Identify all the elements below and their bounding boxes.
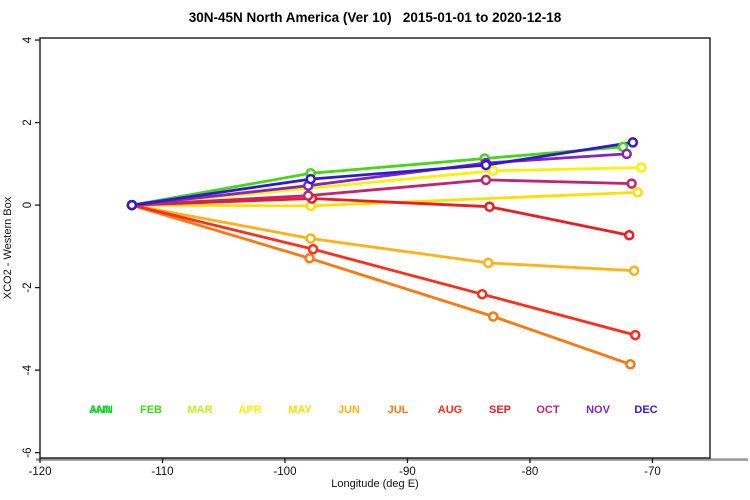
data-point-APR — [636, 162, 647, 173]
data-point-JUN — [628, 265, 640, 276]
data-point-DEC — [305, 173, 316, 185]
data-point-AUG — [476, 288, 488, 300]
series-line-JUL — [130, 203, 632, 366]
y-tick-label: 4 — [22, 36, 34, 43]
data-point-APR — [487, 165, 499, 177]
data-point-OCT — [626, 178, 637, 189]
x-tick-label: -100 — [273, 466, 296, 478]
data-point-DEC — [627, 137, 639, 148]
y-tick-label: 0 — [22, 202, 34, 208]
x-tick-label: -70 — [644, 466, 661, 478]
data-point-SEP — [623, 229, 635, 241]
data-point-DEC — [126, 199, 138, 211]
data-point-JUL — [625, 359, 636, 370]
data-point-JUL — [304, 253, 315, 264]
legend-item-FEB: FEB — [140, 404, 162, 416]
data-point-JUN — [483, 257, 494, 269]
legend-item-JAN: JAN — [89, 404, 111, 416]
y-tick-label: -6 — [22, 448, 34, 458]
legend-item-ANN: ANN — [89, 404, 113, 416]
data-point-AUG — [630, 329, 641, 341]
y-tick-label: -4 — [22, 364, 34, 375]
data-point-NOV — [621, 148, 632, 160]
series-line-AUG — [130, 203, 637, 337]
legend-item-OCT: OCT — [536, 404, 560, 416]
series-line-OCT — [130, 178, 633, 207]
legend-item-JUN: JUN — [338, 404, 360, 416]
x-tick-label: -110 — [151, 466, 173, 478]
legend-item-MAY: MAY — [288, 404, 312, 416]
x-tick-label: -120 — [28, 466, 51, 478]
data-point-DEC — [480, 159, 492, 171]
data-point-OCT — [302, 190, 314, 201]
x-tick-label: -90 — [399, 466, 416, 478]
legend-item-NOV: NOV — [586, 404, 611, 416]
x-tick-label: -80 — [522, 466, 539, 478]
data-point-AUG — [307, 243, 319, 255]
data-point-JUL — [487, 311, 499, 322]
legend-item-SEP: SEP — [489, 404, 511, 416]
x-axis-label: Longitude (deg E) — [331, 478, 419, 490]
y-tick-label: 2 — [22, 119, 34, 125]
series-line-JUN — [130, 203, 636, 273]
plot-box — [39, 37, 711, 459]
data-point-MAY — [632, 187, 643, 198]
legend-item-JUL: JUL — [388, 404, 409, 416]
chart-title: 30N-45N North America (Ver 10) 2015-01-0… — [188, 10, 562, 25]
legend-item-MAR: MAR — [187, 404, 212, 416]
series-line-SEP — [130, 197, 631, 237]
series-line-NOV — [130, 152, 629, 207]
legend-item-DEC: DEC — [634, 404, 657, 416]
series-line-FEB — [130, 145, 625, 207]
series-line-DEC — [130, 140, 635, 207]
y-tick-label: -2 — [22, 282, 34, 292]
data-point-SEP — [484, 201, 495, 212]
data-point-OCT — [480, 174, 492, 186]
data-point-JUN — [305, 233, 316, 244]
legend-item-APR: APR — [238, 404, 261, 416]
legend-item-AUG: AUG — [438, 404, 462, 416]
